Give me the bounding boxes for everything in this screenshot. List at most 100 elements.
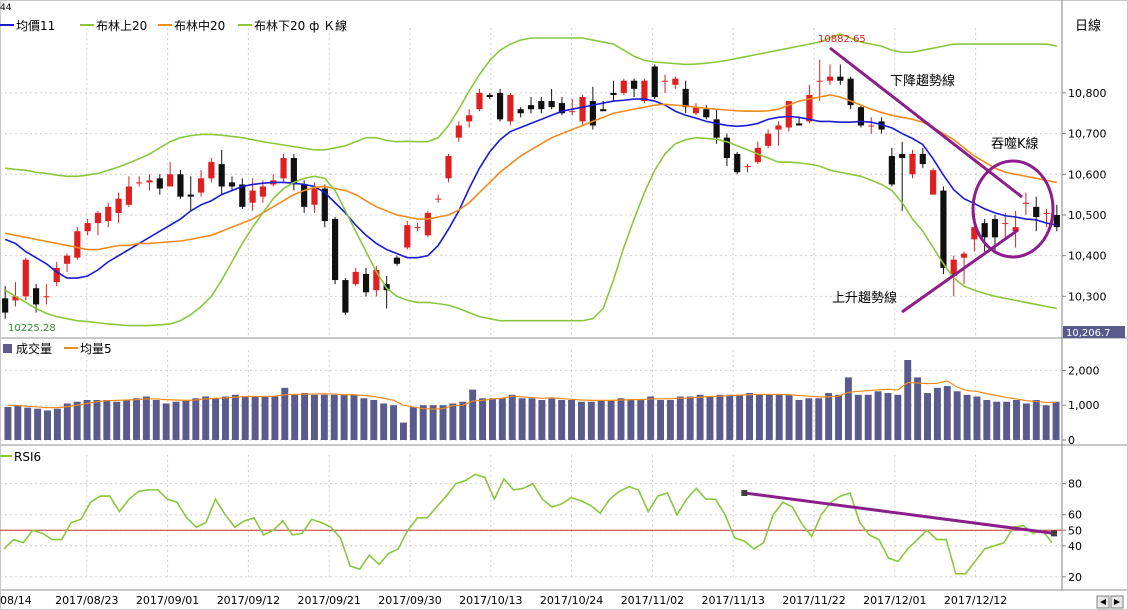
volume-bar bbox=[854, 394, 862, 440]
volume-bar bbox=[1042, 405, 1050, 440]
min-price-label: 10225.28 bbox=[8, 323, 56, 334]
price-panel bbox=[2, 33, 1060, 327]
candle-body bbox=[765, 133, 772, 146]
scroll-controls[interactable] bbox=[1096, 595, 1124, 609]
price-tick-label: 10,400 bbox=[1068, 250, 1107, 263]
volume-bar bbox=[409, 406, 417, 440]
candle-body bbox=[197, 178, 205, 193]
candle bbox=[167, 162, 174, 187]
candle bbox=[228, 176, 236, 191]
candle-body bbox=[393, 257, 401, 264]
volume-bar bbox=[123, 400, 131, 440]
rsi-legend: RSI6 bbox=[0, 450, 41, 464]
candle bbox=[445, 153, 452, 183]
volume-bar bbox=[44, 410, 51, 440]
candle bbox=[754, 141, 761, 165]
candle-body bbox=[631, 80, 638, 89]
candle bbox=[22, 257, 29, 301]
candle-body bbox=[84, 223, 91, 232]
volume-bar bbox=[716, 394, 724, 440]
volume-bar bbox=[607, 400, 615, 440]
volume-bar bbox=[993, 401, 1001, 440]
volume-bar bbox=[884, 393, 892, 440]
candle-body bbox=[785, 101, 792, 128]
volume-bar bbox=[528, 398, 536, 440]
volume-bar bbox=[627, 400, 635, 440]
x-tick-label: 2017/09/21 bbox=[297, 594, 360, 607]
candle bbox=[63, 253, 71, 272]
candle bbox=[517, 107, 524, 118]
y-axes: 10,800 10,700 10,600 10,500 10,400 10,300 2,00… bbox=[1062, 87, 1107, 584]
x-tick-label: 2017/10/13 bbox=[459, 594, 522, 607]
volume-bar bbox=[676, 396, 684, 440]
volume-bar bbox=[202, 396, 210, 440]
volume-bar bbox=[212, 398, 220, 440]
volume-bar bbox=[933, 387, 941, 440]
volume-bar bbox=[904, 360, 912, 440]
x-tick-label: 2017/12/01 bbox=[863, 594, 926, 607]
candle bbox=[218, 149, 225, 195]
candle bbox=[631, 78, 638, 97]
volume-bar bbox=[1013, 400, 1020, 440]
panel-frame bbox=[0, 445, 1128, 590]
max-price-label: 10882.65 bbox=[818, 34, 866, 45]
candle-body bbox=[517, 109, 524, 114]
legend-boll-lower: 布林下20 ф Ｋ線 bbox=[254, 18, 347, 33]
volume-bar bbox=[538, 400, 546, 440]
volume-bar bbox=[568, 400, 576, 440]
volume-bar bbox=[330, 394, 338, 440]
volume-bar bbox=[390, 405, 398, 440]
candle-body bbox=[579, 96, 586, 122]
candle-body bbox=[352, 271, 359, 285]
legend-swatch-volume bbox=[3, 344, 12, 353]
x-axis: 08/14 2017/08/23 2017/09/01 2017/09/12 2017/… bbox=[0, 594, 1124, 609]
candle bbox=[404, 221, 411, 250]
volume-bar bbox=[815, 398, 823, 440]
candle bbox=[919, 147, 926, 169]
price-tick-label: 10,800 bbox=[1068, 87, 1107, 100]
candle-body bbox=[466, 115, 473, 122]
candle bbox=[723, 133, 730, 167]
candle bbox=[661, 74, 669, 93]
candle-body bbox=[311, 188, 318, 205]
candle-body bbox=[435, 198, 442, 200]
legend-volume: 成交量 bbox=[16, 341, 52, 356]
candle bbox=[208, 158, 215, 183]
trend-annotations: 下降趨勢線 上升趨勢線 吞噬K線 bbox=[829, 46, 1055, 314]
volume-bar bbox=[1003, 401, 1011, 440]
candle-body bbox=[177, 174, 184, 197]
volume-bar bbox=[498, 398, 506, 440]
series-line bbox=[5, 33, 1057, 178]
candle-body bbox=[692, 107, 700, 114]
candle bbox=[816, 59, 823, 102]
volume-bar bbox=[469, 389, 477, 440]
volume-bar bbox=[686, 396, 694, 440]
candle bbox=[84, 219, 91, 236]
candle-body bbox=[373, 269, 380, 291]
candle-body bbox=[527, 105, 535, 110]
candle bbox=[527, 96, 535, 114]
candle-body bbox=[661, 80, 669, 82]
candle bbox=[259, 180, 267, 203]
volume-bar bbox=[103, 400, 111, 440]
candle bbox=[672, 76, 679, 89]
volume-bar bbox=[943, 386, 951, 440]
candle-body bbox=[332, 219, 339, 281]
candle-body bbox=[22, 259, 29, 297]
candle bbox=[868, 117, 875, 134]
volume-bar bbox=[133, 398, 140, 440]
candle-body bbox=[156, 178, 163, 189]
volume-bar bbox=[113, 401, 121, 440]
volume-bar bbox=[142, 396, 150, 440]
candle-body bbox=[249, 190, 256, 203]
candle-body bbox=[476, 92, 483, 110]
candle bbox=[692, 103, 700, 116]
candle-body bbox=[167, 174, 174, 187]
series-line bbox=[4, 136, 1057, 327]
x-tick-label: 2017/09/30 bbox=[378, 594, 441, 607]
candle-body bbox=[940, 190, 947, 268]
candle-body bbox=[1002, 223, 1009, 225]
candle bbox=[496, 88, 504, 122]
candle bbox=[847, 76, 854, 110]
